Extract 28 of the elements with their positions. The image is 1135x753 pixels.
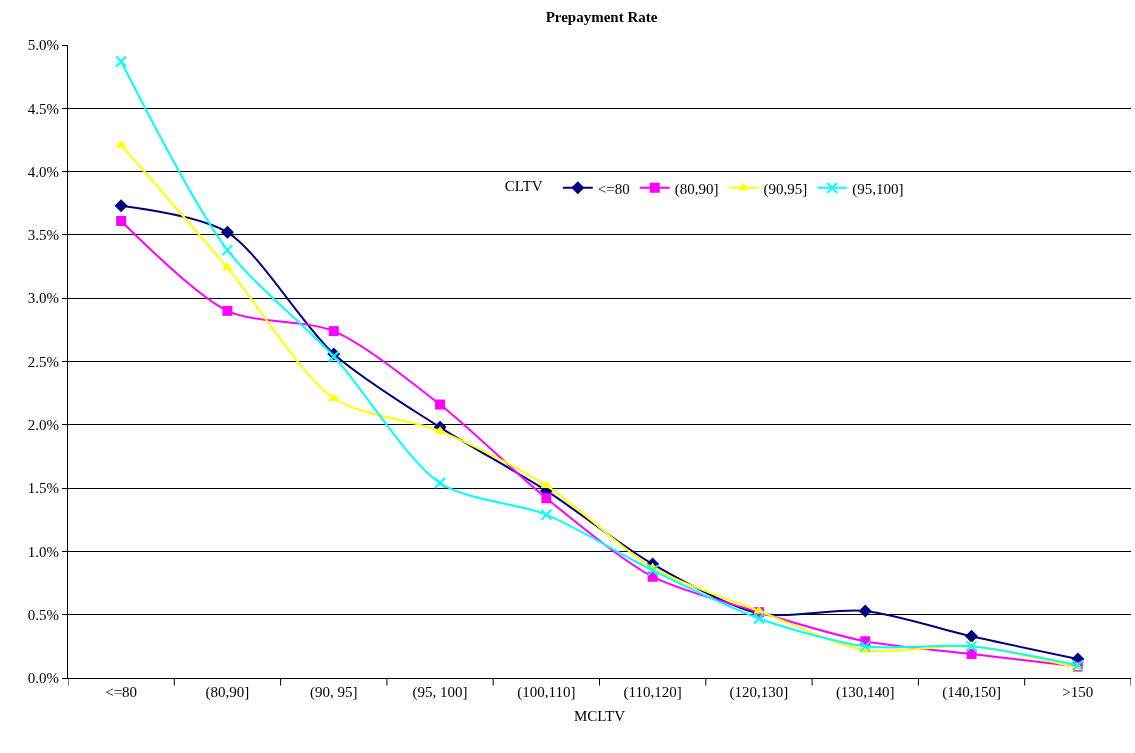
x-tick-label: (80,90] — [205, 684, 250, 701]
y-tick-label: 4.5% — [27, 100, 59, 117]
x-tick-label: (140,150] — [942, 684, 1001, 701]
x-tick-label: (95, 100] — [412, 684, 468, 701]
legend-label: (90,95] — [763, 180, 808, 198]
y-tick-label: 0.5% — [27, 606, 59, 623]
legend-label: (80,90] — [674, 180, 719, 198]
y-tick-label: 3.0% — [27, 290, 59, 307]
y-tick-label: 0.0% — [27, 670, 59, 687]
y-tick-label: 1.0% — [27, 543, 59, 560]
chart-title: Prepayment Rate — [545, 8, 658, 25]
y-tick-label: 4.0% — [27, 163, 59, 180]
x-tick-label: (130,140] — [835, 684, 895, 701]
x-axis-title: MCLTV — [573, 708, 626, 724]
x-tick-label: (120,130] — [729, 684, 789, 701]
y-tick-label: 1.5% — [27, 480, 59, 497]
y-tick-label: 5.0% — [27, 37, 59, 54]
x-tick-label: (100,110] — [517, 684, 576, 701]
x-tick-label: <=80 — [105, 684, 138, 700]
x-tick-label: >150 — [1062, 684, 1094, 700]
x-tick-label: (110,120] — [623, 684, 682, 701]
legend-label: <=80 — [597, 180, 630, 197]
y-tick-label: 3.5% — [27, 227, 59, 244]
legend-title: CLTV — [504, 178, 550, 195]
x-tick-label: (90, 95] — [310, 684, 358, 701]
y-tick-label: 2.5% — [27, 353, 59, 370]
legend-label: (95,100] — [852, 180, 904, 198]
y-tick-label: 2.0% — [27, 417, 59, 434]
